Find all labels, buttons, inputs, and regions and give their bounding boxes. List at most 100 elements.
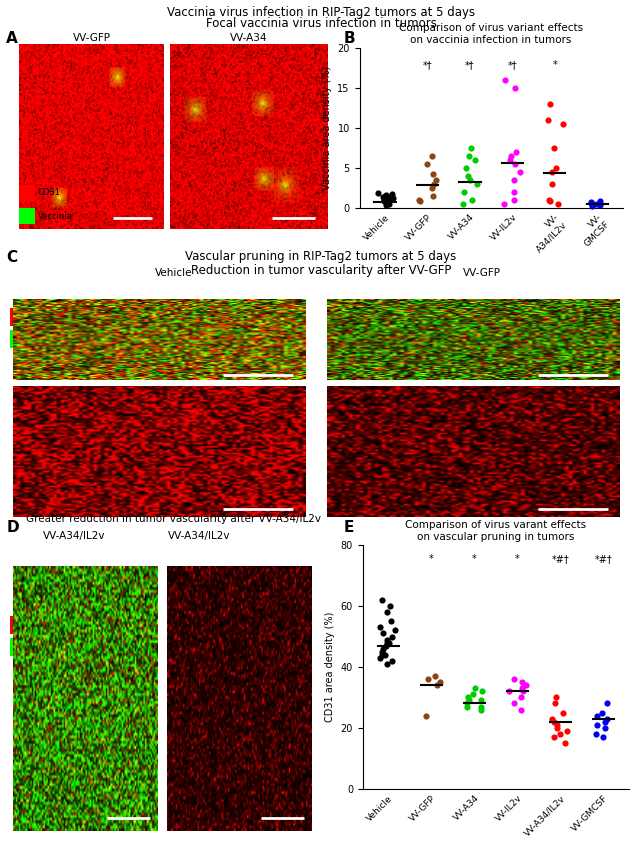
Point [431,678,442,692]
Point [517,682,527,695]
Point [383,194,393,208]
Point [477,684,487,698]
Point [591,197,602,210]
Point [469,153,480,167]
Point [549,715,559,728]
Point [423,672,433,686]
Point [465,173,476,187]
Point [588,197,598,210]
Point [427,181,437,195]
Text: Vaccinia virus infection in RIP-Tag2 tumors at 5 days: Vaccinia virus infection in RIP-Tag2 tum… [167,6,475,19]
Point [461,161,471,175]
Point [421,709,431,722]
Point [476,694,486,707]
Text: CD31: CD31 [28,621,51,630]
Text: Greater reduction in tumor vascularity after VV-A34/IL2v: Greater reduction in tumor vascularity a… [26,514,321,523]
Point [427,149,437,163]
Point [509,173,519,187]
Point [382,633,392,646]
Point [597,706,607,719]
Point [381,639,391,652]
Point [551,718,562,732]
Point [476,700,487,713]
Point [506,149,516,163]
Point [600,715,610,728]
Bar [10,330,25,348]
Bar [19,185,35,201]
Text: D: D [6,520,19,535]
Text: *†: *† [422,60,432,70]
Point [378,627,388,640]
Point [510,81,520,95]
Point [510,145,521,159]
Text: VV-GFP: VV-GFP [462,268,501,277]
Bar [19,208,35,225]
Point [510,157,521,170]
Point [594,198,605,212]
Point [553,197,563,210]
Point [588,198,598,211]
Point [383,197,394,210]
Text: *†: *† [465,60,474,70]
Text: SV40 T-antigen: SV40 T-antigen [28,643,92,651]
Point [429,177,439,191]
Point [467,193,478,207]
Point [378,642,388,656]
Point [382,657,392,671]
Point [509,697,519,711]
Text: *: * [472,555,477,565]
Point [518,684,528,698]
Text: *: * [552,60,557,70]
Point [462,690,473,704]
Text: VV-A34/IL2v: VV-A34/IL2v [42,532,105,541]
Point [504,684,514,698]
Point [381,196,392,209]
Point [376,621,386,634]
Bar [10,639,26,656]
Text: A: A [6,31,18,47]
Text: *†: *† [508,60,517,70]
Point [586,199,596,213]
Point [516,690,526,704]
Point [377,594,388,607]
Point [551,721,562,734]
Text: CD31: CD31 [27,313,50,321]
Text: E: E [343,520,354,535]
Point [600,721,610,734]
Text: Vaccinia: Vaccinia [38,212,73,220]
Point [376,645,386,659]
Text: Focal vaccinia virus infection in tumors: Focal vaccinia virus infection in tumors [205,17,437,30]
Title: VV-A34: VV-A34 [230,33,268,43]
Text: Vascular pruning in RIP-Tag2 tumors at 5 days: Vascular pruning in RIP-Tag2 tumors at 5… [186,250,456,263]
Point [591,727,601,740]
Point [464,149,474,163]
Point [559,706,569,719]
Point [384,636,394,650]
Title: Comparison of virus varant effects
on vascular pruning in tumors: Comparison of virus varant effects on va… [405,520,587,542]
Text: VV-A34/IL2v: VV-A34/IL2v [168,532,230,541]
Point [380,648,390,661]
Point [473,177,483,191]
Point [390,623,400,637]
Point [458,197,469,210]
Point [543,193,553,207]
Point [499,74,510,87]
Point [549,141,559,154]
Point [509,185,519,198]
Point [555,727,565,740]
Point [372,187,383,200]
Text: *#†: *#† [594,555,612,565]
Point [381,198,391,212]
Text: Reduction in tumor vascularity after VV-GFP: Reduction in tumor vascularity after VV-… [191,264,451,276]
Y-axis label: CD31 area density (%): CD31 area density (%) [325,611,335,722]
Point [560,736,571,750]
Point [551,690,562,704]
Text: *: * [429,555,434,565]
Point [428,189,438,203]
Point [382,605,392,619]
Point [546,177,557,191]
Point [377,648,388,661]
Bar [10,616,26,634]
Text: SV40 T-antigen: SV40 T-antigen [27,335,91,343]
Text: B: B [343,31,355,47]
